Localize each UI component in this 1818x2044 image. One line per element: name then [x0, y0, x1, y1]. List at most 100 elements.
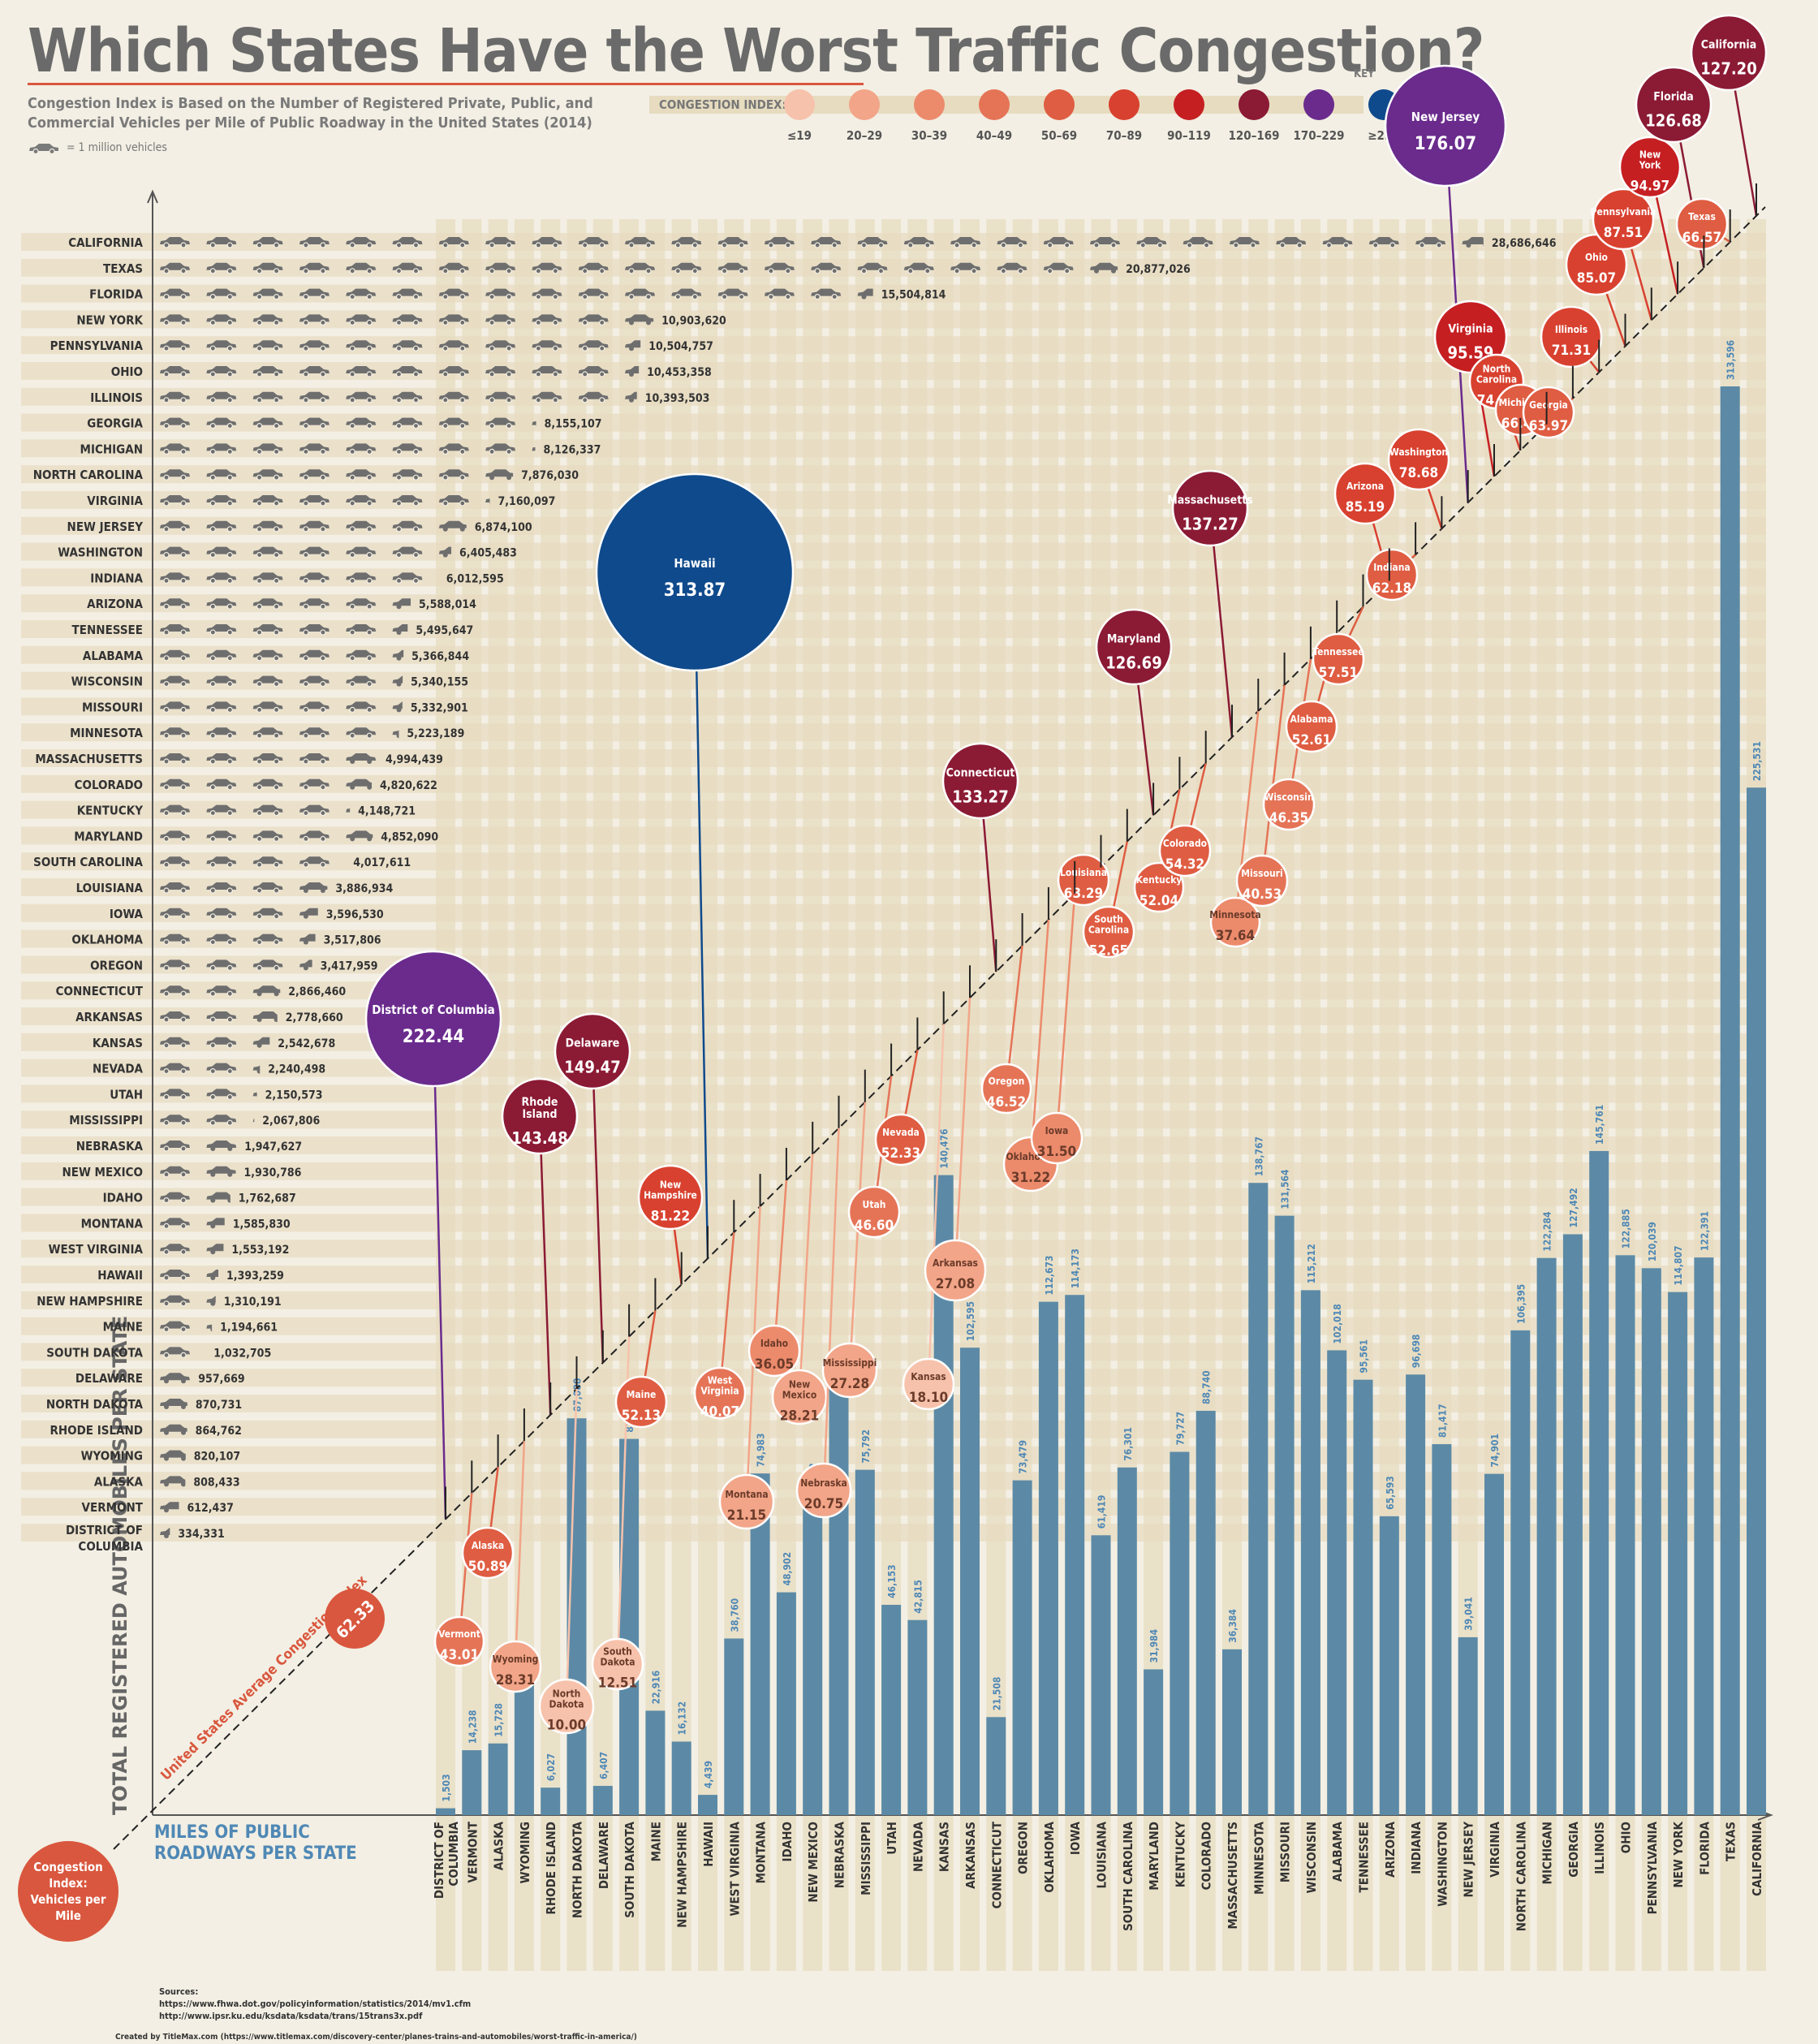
- bubble-index-value: 31.50: [1037, 1144, 1076, 1160]
- congestion-bubble: Minnesota 37.64: [1209, 710, 1261, 948]
- grid-row: [21, 1472, 1766, 1490]
- bubble-index-value: 27.28: [830, 1376, 869, 1392]
- vehicle-row: NORTH CAROLINA 7,876,030: [33, 468, 579, 482]
- road-miles-label: 122,885: [1621, 1209, 1632, 1248]
- bubble-circle: [924, 1239, 987, 1302]
- car-icon: [438, 443, 469, 455]
- vehicle-row: ARKANSAS 2,778,660: [75, 1010, 343, 1024]
- congestion-bubble: Arizona 85.19: [1333, 462, 1397, 581]
- vehicle-count-label: 10,453,358: [647, 366, 712, 379]
- road-bar: [1038, 1301, 1058, 1815]
- road-bar: [986, 1717, 1006, 1815]
- bubble-index-value: 52.04: [1139, 893, 1178, 909]
- row-state-label: OKLAHOMA: [71, 933, 143, 947]
- vehicle-count-label: 10,504,757: [648, 340, 713, 353]
- bubble-index-value: 143.48: [511, 1128, 567, 1148]
- car-icon: [299, 727, 330, 739]
- bubble-state-name: York: [1639, 160, 1661, 171]
- car-icon: [206, 495, 237, 507]
- road-bar: [1170, 1451, 1190, 1815]
- car-icon: [299, 675, 330, 688]
- road-miles-label: 138,767: [1253, 1136, 1264, 1176]
- car-fraction-icon: [252, 1037, 270, 1048]
- car-icon: [299, 443, 330, 455]
- vehicle-count-label: 3,517,806: [324, 934, 381, 947]
- road-miles-label: 75,792: [860, 1430, 872, 1464]
- car-fraction-icon: [299, 934, 316, 945]
- car-icon: [299, 340, 330, 351]
- bubble-state-name: California: [1701, 39, 1757, 52]
- row-state-label: OREGON: [90, 958, 143, 972]
- bubble-circle: [1030, 1111, 1083, 1165]
- road-bar: [1747, 787, 1766, 1815]
- bubble-stem: [591, 1050, 605, 1363]
- grid-row: [21, 1317, 1766, 1335]
- bubble-state-name: New: [1639, 149, 1661, 161]
- car-icon: [532, 314, 562, 326]
- vehicle-count-label: 1,194,661: [220, 1322, 278, 1335]
- car-icon: [392, 340, 423, 351]
- vehicle-count-label: 20,877,026: [1126, 263, 1191, 276]
- key-item: 20–29: [832, 89, 897, 143]
- vehicle-row: OHIO 10,453,358: [111, 364, 712, 379]
- bubble-circle: [1158, 824, 1212, 878]
- bubble-index-value: 40.53: [1243, 886, 1282, 903]
- car-icon: [160, 546, 190, 558]
- bubble-state-name: Iowa: [1045, 1125, 1069, 1136]
- car-icon: [485, 443, 516, 455]
- car-icon: [160, 804, 190, 817]
- car-icon: [206, 572, 237, 584]
- congestion-bubble: Nebraska 20.75: [795, 1128, 852, 1519]
- credit-line: Created by TitleMax.com (https://www.tit…: [115, 2033, 637, 2042]
- row-state-label: LOUISIANA: [76, 881, 144, 895]
- car-icon: [160, 520, 190, 533]
- bubble-stem: [1055, 893, 1076, 1139]
- vehicle-count-label: 6,012,595: [446, 572, 504, 585]
- bubble-state-name: Dakota: [601, 1657, 635, 1668]
- vehicle-row: ILLINOIS 10,393,503: [90, 390, 709, 405]
- congestion-bubble: Maryland 126.69: [1095, 608, 1173, 816]
- bubble-state-name: Kentucky: [1136, 874, 1183, 886]
- car-fraction-icon: [392, 598, 411, 610]
- car-icon: [299, 366, 330, 377]
- column-state-label: MAINE: [648, 1822, 663, 1861]
- column-state-label: NEW YORK: [1671, 1821, 1686, 1887]
- vehicle-count-label: 7,876,030: [521, 469, 579, 482]
- column-state-label: TENNESSEE: [1357, 1822, 1372, 1892]
- road-miles-label: 39,041: [1463, 1597, 1475, 1631]
- page-title: Which States Have the Worst Traffic Cong…: [28, 16, 1484, 86]
- column-state-label: KENTUCKY: [1173, 1822, 1187, 1887]
- row-state-label: DELAWARE: [75, 1371, 143, 1386]
- bubble-state-name: Virginia: [700, 1386, 739, 1397]
- car-icon: [346, 675, 377, 688]
- row-state-label: WEST VIRGINIA: [49, 1242, 144, 1257]
- vehicle-row: LOUISIANA 3,886,934: [76, 881, 394, 895]
- road-bar: [1432, 1444, 1452, 1815]
- bubble-state-name: Hawaii: [674, 556, 715, 571]
- bubble-circle: [693, 1366, 747, 1420]
- vehicle-row: DISTRICT OF COLUMBIA 334,331: [66, 1523, 225, 1554]
- vehicle-count-label: 5,332,901: [411, 701, 468, 714]
- road-bar: [829, 1387, 849, 1815]
- grid-row: [21, 903, 1766, 922]
- vehicle-row: MARYLAND 4,852,090: [74, 829, 438, 843]
- car-icon: [252, 908, 283, 920]
- vehicle-row: MISSISSIPPI 2,067,806: [69, 1113, 320, 1128]
- vehicle-row: TEXAS 20,877,026: [103, 261, 1191, 276]
- road-bar: [1195, 1410, 1216, 1815]
- row-state-label: WASHINGTON: [58, 545, 143, 560]
- car-icon: [252, 675, 283, 688]
- row-state-label: MISSISSIPPI: [69, 1113, 143, 1128]
- bubble-index-value: 81.22: [651, 1209, 690, 1225]
- bubble-circle: [1522, 386, 1575, 439]
- car-icon: [206, 856, 237, 868]
- source-link-1[interactable]: https://www.fhwa.dot.gov/policyinformati…: [159, 1999, 472, 2009]
- row-state-label: NEVADA: [93, 1062, 144, 1076]
- source-link-2[interactable]: http://www.ipsr.ku.edu/ksdata/ksdata/tra…: [159, 2011, 423, 2021]
- vehicle-count-label: 1,553,192: [231, 1244, 289, 1257]
- badge-text: Congestion Index: Vehicles per Mile: [30, 1860, 106, 1923]
- row-state-label: COLUMBIA: [78, 1539, 143, 1554]
- car-icon: [392, 417, 423, 429]
- congestion-bubble: Washington 78.68: [1387, 428, 1450, 529]
- bubble-index-value: 20.75: [804, 1496, 843, 1512]
